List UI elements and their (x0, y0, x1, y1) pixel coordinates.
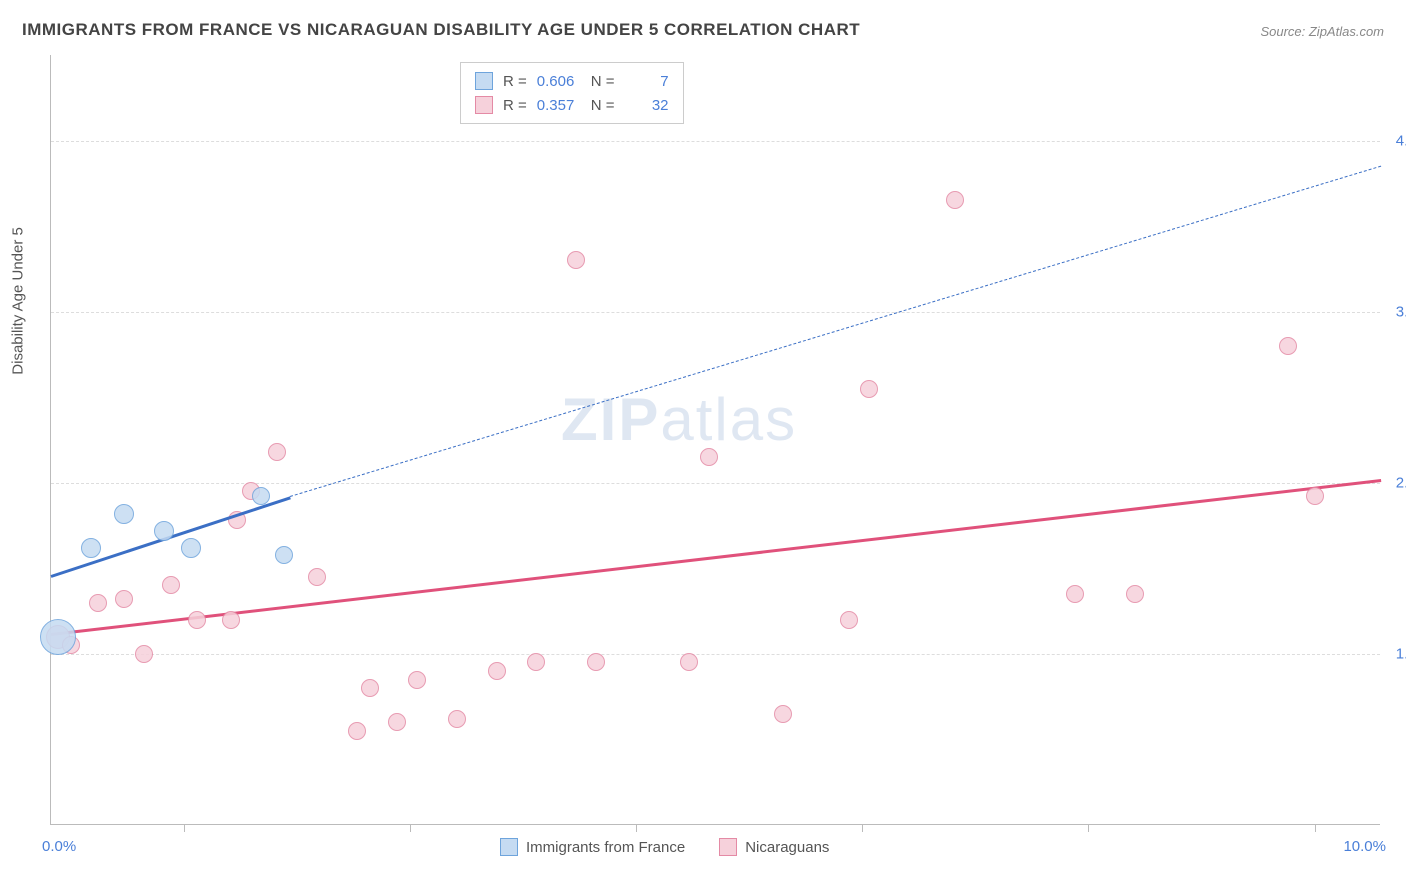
legend-swatch (719, 838, 737, 856)
plot-area: ZIPatlas 1.0%2.0%3.0%4.0% (50, 55, 1380, 825)
r-label: R = (503, 73, 527, 90)
data-point (181, 538, 201, 558)
data-point (348, 722, 366, 740)
y-tick-label: 2.0% (1396, 474, 1406, 491)
data-point (567, 251, 585, 269)
data-point (388, 713, 406, 731)
data-point (840, 611, 858, 629)
data-point (1066, 585, 1084, 603)
data-point (154, 521, 174, 541)
legend-swatch (500, 838, 518, 856)
data-point (946, 191, 964, 209)
data-point (680, 653, 698, 671)
series-legend: Immigrants from France Nicaraguans (500, 838, 829, 856)
gridline (51, 312, 1380, 313)
series-name: Immigrants from France (526, 839, 685, 856)
y-tick-label: 4.0% (1396, 132, 1406, 149)
data-point (252, 487, 270, 505)
data-point (700, 448, 718, 466)
x-tick (1315, 824, 1316, 832)
x-tick (1088, 824, 1089, 832)
series-name: Nicaraguans (745, 839, 829, 856)
r-value: 0.357 (537, 97, 581, 114)
x-tick (410, 824, 411, 832)
r-value: 0.606 (537, 73, 581, 90)
stats-legend-row: R = 0.357 N = 32 (475, 93, 669, 117)
data-point (860, 380, 878, 398)
data-point (774, 705, 792, 723)
stats-legend: R = 0.606 N = 7 R = 0.357 N = 32 (460, 62, 684, 124)
data-point (408, 671, 426, 689)
x-min-label: 0.0% (42, 838, 76, 855)
data-point (308, 568, 326, 586)
n-value: 32 (625, 97, 669, 114)
data-point (527, 653, 545, 671)
data-point (1126, 585, 1144, 603)
y-axis-title: Disability Age Under 5 (10, 227, 27, 375)
x-max-label: 10.0% (1343, 838, 1386, 855)
x-tick (636, 824, 637, 832)
n-label: N = (591, 97, 615, 114)
x-tick (184, 824, 185, 832)
data-point (114, 504, 134, 524)
data-point (40, 619, 76, 655)
data-point (162, 576, 180, 594)
series-legend-item: Immigrants from France (500, 838, 685, 856)
legend-swatch (475, 72, 493, 90)
data-point (448, 710, 466, 728)
watermark: ZIPatlas (561, 385, 797, 454)
data-point (1279, 337, 1297, 355)
y-tick-label: 1.0% (1396, 645, 1406, 662)
data-point (488, 662, 506, 680)
data-point (275, 546, 293, 564)
data-point (222, 611, 240, 629)
data-point (361, 679, 379, 697)
trend-line (51, 479, 1381, 636)
chart-title: IMMIGRANTS FROM FRANCE VS NICARAGUAN DIS… (22, 20, 860, 40)
data-point (135, 645, 153, 663)
data-point (188, 611, 206, 629)
data-point (1306, 487, 1324, 505)
gridline (51, 654, 1380, 655)
data-point (587, 653, 605, 671)
trend-line-extrapolated (290, 166, 1381, 497)
n-label: N = (591, 73, 615, 90)
n-value: 7 (625, 73, 669, 90)
r-label: R = (503, 97, 527, 114)
data-point (268, 443, 286, 461)
data-point (81, 538, 101, 558)
stats-legend-row: R = 0.606 N = 7 (475, 69, 669, 93)
legend-swatch (475, 96, 493, 114)
data-point (115, 590, 133, 608)
gridline (51, 141, 1380, 142)
x-tick (862, 824, 863, 832)
source-label: Source: ZipAtlas.com (1260, 24, 1384, 39)
y-tick-label: 3.0% (1396, 303, 1406, 320)
data-point (89, 594, 107, 612)
series-legend-item: Nicaraguans (719, 838, 829, 856)
